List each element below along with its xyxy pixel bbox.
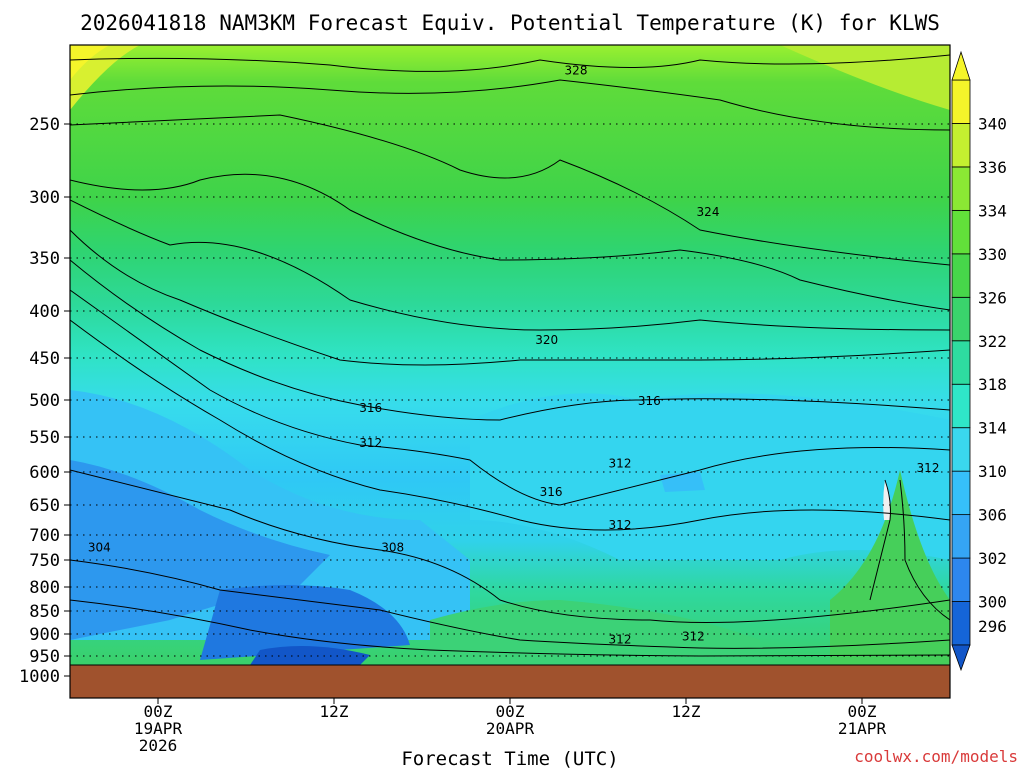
contour-label: 320 (535, 333, 558, 347)
contour-lines (70, 54, 950, 657)
colorbar-min-arrow (951, 644, 971, 672)
y-tick-label: 900 (29, 625, 60, 645)
field-white-spike (883, 480, 891, 520)
colorbar-segment (951, 340, 971, 385)
field-darkblue-low (200, 585, 410, 660)
contour-label: 328 (565, 64, 588, 78)
colorbar-segment (951, 427, 971, 472)
y-tick-label: 400 (29, 302, 60, 322)
y-axis: 250 300 350 400 450 500 550 600 650 700 750 800 850 9… (19, 115, 70, 687)
x-tick-label: 20APR (486, 719, 535, 738)
contour-label: 312 (359, 436, 382, 450)
y-tick-label: 600 (29, 463, 60, 483)
contour-label: 316 (359, 401, 382, 415)
contour-label: 324 (697, 205, 720, 219)
y-tick-label: 950 (29, 647, 60, 667)
y-tick-label: 750 (29, 551, 60, 571)
x-tick-label: 21APR (838, 719, 887, 738)
field-green-lowright (830, 470, 950, 665)
colorbar-segment (951, 166, 971, 211)
colorbar-label: 296 (978, 617, 1007, 636)
colorbar-label: 326 (978, 288, 1007, 307)
contour-label: 304 (88, 541, 111, 555)
field-deepblue-surface (250, 646, 370, 665)
colorbar-label: 314 (978, 419, 1007, 438)
y-tick-label: 800 (29, 578, 60, 598)
contour-labels: 328 324 320 316 316 316 312 312 312 312 312 312 308 3… (88, 64, 940, 647)
colorbar-segment (951, 470, 971, 516)
x-tick-label: 12Z (672, 702, 701, 721)
contour-label: 312 (917, 461, 940, 475)
colorbar-label: 318 (978, 375, 1007, 394)
colorbar-segment (951, 79, 971, 124)
y-tick-label: 650 (29, 496, 60, 516)
contour-label: 312 (609, 633, 632, 647)
colorbar-max-arrow (951, 50, 971, 81)
y-tick-label: 250 (29, 115, 60, 135)
ground-surface (70, 665, 950, 698)
colorbar-label: 310 (978, 462, 1007, 481)
colorbar-label: 322 (978, 332, 1007, 351)
contour-label: 312 (609, 518, 632, 532)
y-tick-label: 450 (29, 349, 60, 369)
colorbar-segment (951, 296, 971, 342)
colorbar-segment (951, 514, 971, 559)
contour-label: 312 (609, 456, 632, 470)
y-tick-label: 700 (29, 526, 60, 546)
x-tick-label: 2026 (139, 736, 178, 755)
colorbar-segment (951, 557, 971, 602)
colorbar-label: 330 (978, 245, 1007, 264)
colorbar-label: 336 (978, 158, 1007, 177)
y-tick-label: 500 (29, 391, 60, 411)
colorbar-segment (951, 601, 971, 646)
contour-label: 308 (381, 541, 404, 555)
colorbar-segment (951, 209, 971, 255)
y-tick-label: 1000 (19, 667, 60, 687)
x-tick-label: 00Z (144, 702, 173, 721)
field-green-lowcenter (430, 600, 760, 665)
x-tick-label: 12Z (320, 702, 349, 721)
colorbar-segment (951, 383, 971, 429)
field-cyan-patch (660, 472, 705, 492)
x-tick-label: 19APR (134, 719, 183, 738)
x-axis-label: Forecast Time (UTC) (401, 748, 618, 768)
colorbar-segment (951, 123, 971, 168)
field-yellow-topright (780, 45, 950, 110)
colorbar-label: 302 (978, 549, 1007, 568)
credit-text: coolwx.com/models (854, 747, 1018, 766)
colorbar: 296 300 302 306 310 314 318 322 326 330 334 336 340 (951, 50, 1007, 672)
contour-label: 316 (540, 485, 563, 499)
x-tick-label: 00Z (496, 702, 525, 721)
contour-label: 316 (638, 394, 661, 408)
colorbar-label: 334 (978, 201, 1007, 220)
field-yellow-core (70, 45, 110, 80)
y-tick-label: 300 (29, 188, 60, 208)
colorbar-label: 340 (978, 114, 1007, 133)
field-cyan-center (470, 393, 950, 560)
colorbar-segment (951, 253, 971, 298)
x-tick-label: 00Z (848, 702, 877, 721)
colorbar-label: 306 (978, 506, 1007, 525)
y-tick-label: 550 (29, 428, 60, 448)
y-tick-label: 850 (29, 602, 60, 622)
contour-label: 312 (682, 630, 705, 644)
field-yellow-topleft (70, 45, 140, 110)
y-tick-label: 350 (29, 249, 60, 269)
chart-title: 2026041818 NAM3KM Forecast Equiv. Potent… (80, 11, 940, 35)
colorbar-label: 300 (978, 593, 1007, 612)
plot-field: 328 324 320 316 316 316 312 312 312 312 312 312 308 3… (70, 45, 950, 665)
